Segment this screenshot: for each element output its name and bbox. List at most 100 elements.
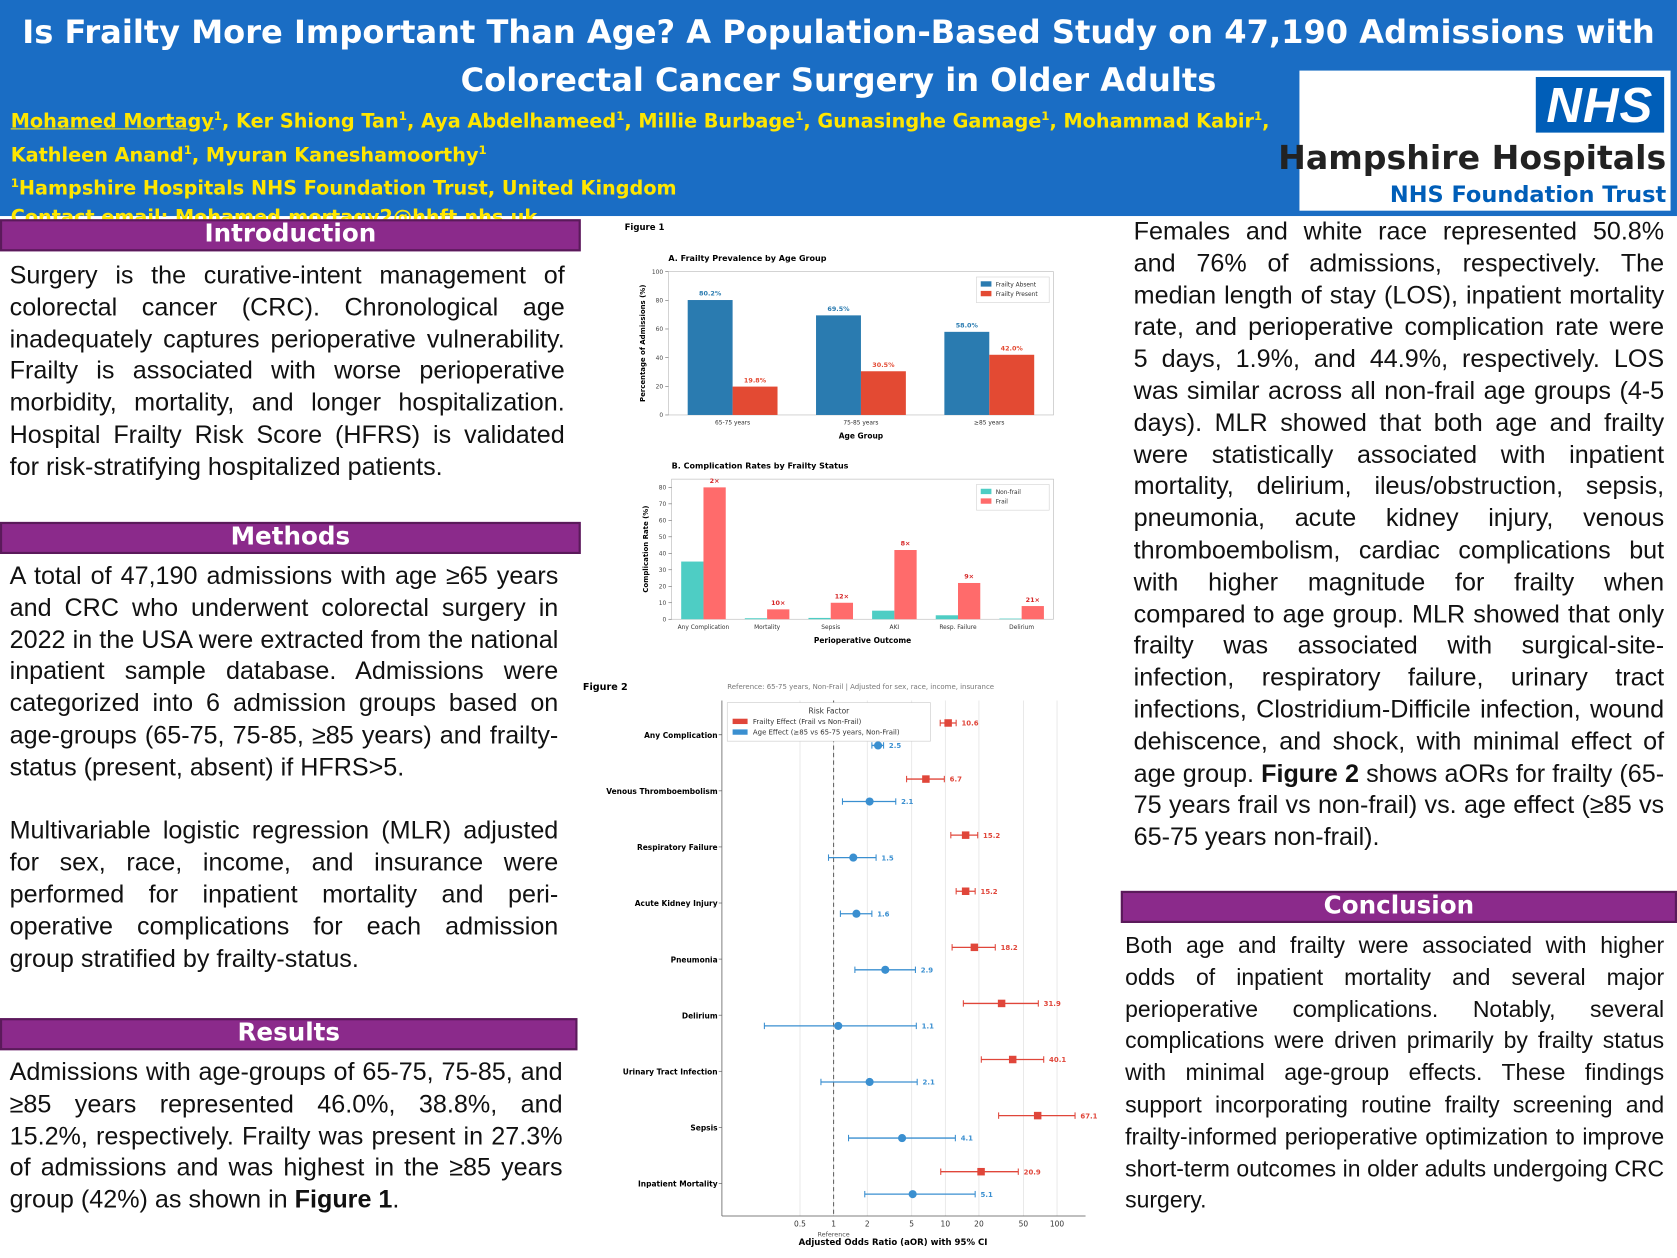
value-label: 30.5% — [872, 361, 895, 369]
bar — [935, 615, 959, 620]
ratio-label: 21× — [1026, 596, 1040, 604]
paragraph: Both age and frailty were associated wit… — [1125, 932, 1665, 1214]
value-label: 20.9 — [1024, 1168, 1041, 1176]
y-tick-label: 40 — [656, 356, 664, 362]
value-label: 80.2% — [699, 290, 722, 298]
legend-box — [726, 702, 931, 742]
x-tick-label: Sepsis — [821, 625, 840, 631]
category-label: Venous Thromboembolism — [606, 787, 718, 796]
affiliation-marker: 1 — [10, 176, 19, 191]
paragraph: Females and white race represented 50.8%… — [1134, 216, 1664, 853]
value-label: 1.5 — [881, 854, 893, 862]
value-label: 1.6 — [877, 910, 889, 918]
note: Reference: 65-75 years, Non-Frail | Adju… — [727, 683, 994, 691]
legend-swatch — [980, 488, 992, 495]
figure-bg — [577, 673, 1100, 1254]
author: Myuran Kaneshamoorthy1 — [205, 142, 487, 167]
affiliation-marker: 1 — [213, 109, 222, 123]
value-label: 1.1 — [922, 1023, 934, 1031]
point — [852, 909, 861, 918]
figure-2: Figure 2 Reference: 65-75 years, Non-Frai… — [577, 673, 1100, 1254]
bar — [687, 300, 733, 415]
panel-title: A. Frailty Prevalence by Age Group — [668, 254, 826, 263]
text: . — [392, 1185, 400, 1214]
point — [1008, 1055, 1017, 1064]
authors: Mohamed Mortagy1Ker Shiong Tan1Aya Abdel… — [11, 103, 1284, 232]
value-label: 42.0% — [1001, 344, 1024, 352]
text: Admissions with age-groups of 65-75, 75-… — [9, 1057, 563, 1214]
legend-label: Frailty Absent — [996, 283, 1037, 289]
y-tick-label: 40 — [659, 551, 667, 557]
point — [881, 965, 890, 974]
y-tick-label: 30 — [659, 568, 667, 574]
value-label: 6.7 — [950, 776, 962, 784]
y-tick-label: 0 — [663, 617, 667, 623]
affiliation-marker: 1 — [183, 142, 192, 157]
author-name: Millie Burbage — [638, 110, 796, 133]
affiliation-marker: 1 — [1041, 109, 1050, 123]
legend-label: Frailty Present — [996, 292, 1039, 298]
bar — [944, 331, 990, 415]
x-tick-label: 20 — [974, 1220, 984, 1229]
bar — [732, 386, 778, 415]
x-tick-label: Mortality — [754, 625, 781, 631]
author-name: Ker Shiong Tan — [235, 110, 399, 133]
point — [865, 797, 874, 806]
category-label: Pneumonia — [671, 955, 718, 964]
section-heading: Introduction — [0, 219, 581, 252]
methods-text: A total of 47,190 admissions with age ≥6… — [10, 560, 559, 974]
legend-swatch — [980, 290, 992, 297]
ratio-label: 8× — [901, 540, 911, 548]
legend-title: Risk Factor — [809, 706, 851, 715]
bar — [999, 618, 1022, 620]
x-tick-label: 65-75 years — [715, 421, 750, 427]
x-tick-label: 5 — [909, 1220, 914, 1229]
paragraph: Multivariable logistic regression (MLR) … — [9, 816, 559, 972]
point — [874, 741, 883, 750]
ratio-label: 2× — [710, 477, 720, 485]
value-label: 19.8% — [744, 376, 767, 384]
value-label: 67.1 — [1080, 1112, 1097, 1120]
x-axis-label: Adjusted Odds Ratio (aOR) with 95% CI — [799, 1238, 988, 1248]
bar — [703, 487, 726, 620]
author-name: Kathleen Anand — [10, 143, 184, 167]
value-label: 10.6 — [961, 720, 978, 728]
section-heading: Results — [0, 1018, 578, 1051]
author: Ker Shiong Tan1 — [235, 109, 421, 133]
x-tick-label: AKI — [890, 625, 900, 631]
value-label: 2.5 — [889, 742, 901, 750]
legend-swatch — [980, 281, 992, 287]
ratio-label: 10× — [771, 599, 785, 607]
plot-frame — [668, 271, 1054, 416]
y-tick-label: 100 — [652, 270, 663, 276]
bar — [860, 371, 906, 415]
ratio-label: 12× — [835, 592, 849, 600]
value-label: 40.1 — [1049, 1056, 1066, 1064]
author-name: Myuran Kaneshamoorthy — [205, 143, 479, 167]
point — [865, 1077, 874, 1087]
author: Gunasinghe Gamage1 — [817, 109, 1063, 133]
affiliation-marker: 1 — [478, 142, 487, 157]
author-list: Mohamed Mortagy1Ker Shiong Tan1Aya Abdel… — [11, 103, 1284, 170]
logo: NHS Hampshire Hospitals NHS Foundation T… — [1278, 70, 1671, 211]
point — [898, 1134, 907, 1143]
category-label: Sepsis — [690, 1124, 718, 1133]
category-label: Delirium — [682, 1011, 718, 1020]
author: Millie Burbage1 — [638, 109, 817, 133]
y-tick-label: 20 — [659, 584, 667, 590]
author-name: Mohammad Kabir — [1063, 110, 1254, 133]
bar — [767, 609, 790, 620]
nhs-mark: NHS — [1535, 77, 1665, 133]
y-axis-label: Percentage of Admissions (%) — [639, 285, 647, 402]
legend-box — [976, 484, 1050, 511]
figure-ref: Figure 2 — [1261, 758, 1360, 787]
value-label: 5.1 — [981, 1191, 993, 1199]
value-label: 18.2 — [1001, 944, 1018, 952]
bar — [894, 550, 917, 620]
legend-swatch — [980, 498, 992, 504]
x-tick-label: 50 — [1019, 1220, 1029, 1229]
x-tick-label: Delirium — [1009, 625, 1034, 631]
category-label: Urinary Tract Infection — [623, 1067, 718, 1076]
ratio-label: 9× — [964, 573, 974, 581]
